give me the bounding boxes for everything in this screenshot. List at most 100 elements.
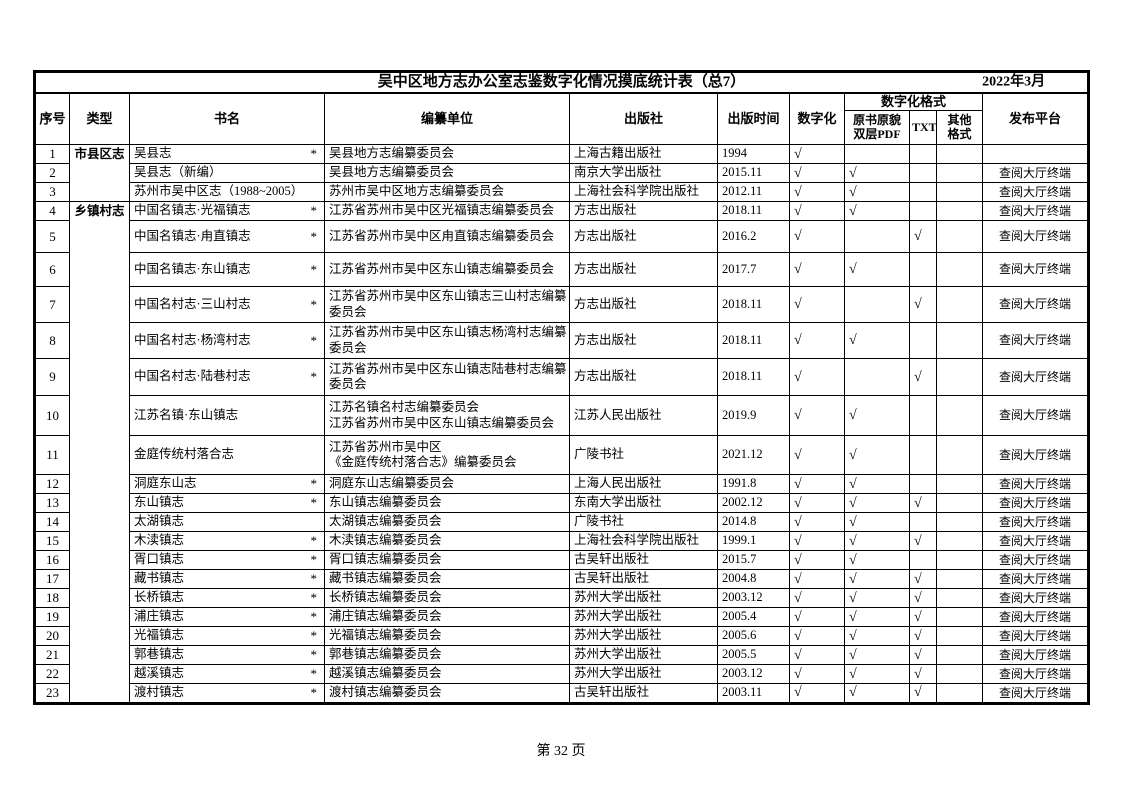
compiler-cell: 吴县地方志编纂委员会 (324, 144, 570, 165)
table-row: 16 胥口镇志 * 胥口镇志编纂委员会 古吴轩出版社 2015.7 √ √ 查阅… (34, 550, 1090, 571)
header-sub-row: 原书原貌 双层PDF TXT 其他 格式 (35, 110, 1089, 146)
compiler-cell: 吴县地方志编纂委员会 (324, 163, 570, 184)
other-format-check-cell (936, 550, 983, 571)
row-number: 9 (34, 358, 70, 397)
pub-date-cell: 2018.11 (717, 286, 790, 324)
other-format-check-cell (936, 588, 983, 609)
book-title-cell: 越溪镇志 * (129, 664, 325, 685)
table-row: 8 中国名村志·杨湾村志 * 江苏省苏州市吴中区东山镇志杨湾村志编纂委员会 方志… (34, 322, 1090, 360)
other-format-check-cell (936, 144, 983, 165)
pub-date-cell: 2019.9 (717, 395, 790, 437)
book-title-cell: 长桥镇志 * (129, 588, 325, 609)
pdf-format-check-cell: √ (844, 588, 910, 609)
table-row: 1 市县区志 吴县志 * 吴县地方志编纂委员会 上海古籍出版社 1994 √ (34, 144, 1090, 203)
digitized-check-cell: √ (789, 531, 845, 552)
publisher-cell: 方志出版社 (569, 286, 718, 324)
digitized-check-cell: √ (789, 683, 845, 704)
row-number: 5 (34, 220, 70, 254)
txt-format-check-cell: √ (909, 664, 937, 685)
book-title: 胥口镇志 (134, 552, 185, 567)
row-number: 14 (34, 512, 70, 533)
book-title-cell: 浦庄镇志 * (129, 607, 325, 628)
star-mark: * (310, 146, 318, 162)
row-number: 15 (34, 531, 70, 552)
other-format-check-cell (936, 474, 983, 495)
publisher-cell: 南京大学出版社 (569, 163, 718, 184)
star-mark: * (310, 552, 318, 568)
table-row: 21 郭巷镇志 * 郭巷镇志编纂委员会 苏州大学出版社 2005.5 √ √ √… (34, 645, 1090, 666)
book-title: 江苏名镇·东山镇志 (134, 407, 239, 422)
table-row: 3 苏州市吴中区志（1988~2005） 苏州市吴中区地方志编纂委员会 上海社会… (34, 182, 1090, 203)
book-title: 郭巷镇志 (134, 647, 185, 662)
txt-format-check-cell: √ (909, 220, 937, 254)
digitized-check-cell: √ (789, 201, 845, 222)
pub-date-cell: 2005.5 (717, 645, 790, 666)
platform-cell: 查阅大厅终端 (981, 286, 1090, 324)
txt-format-check-cell (909, 182, 937, 203)
pdf-format-check-cell: √ (844, 322, 910, 360)
header-digitized: 数字化 (789, 92, 845, 146)
digitized-check-cell: √ (789, 569, 845, 590)
platform-cell (981, 144, 1090, 165)
publisher-cell: 方志出版社 (569, 322, 718, 360)
digitized-check-cell: √ (789, 182, 845, 203)
pub-date-cell: 2012.11 (717, 182, 790, 203)
star-mark: * (310, 533, 318, 549)
platform-cell: 查阅大厅终端 (981, 182, 1090, 203)
publisher-cell: 广陵书社 (569, 512, 718, 533)
row-number: 6 (34, 252, 70, 288)
other-format-check-cell (936, 182, 983, 203)
platform-cell: 查阅大厅终端 (981, 435, 1090, 476)
table-row: 10 江苏名镇·东山镇志 江苏名镇名村志编纂委员会 江苏省苏州市吴中区东山镇志编… (34, 395, 1090, 437)
table-row: 7 中国名村志·三山村志 * 江苏省苏州市吴中区东山镇志三山村志编纂委员会 方志… (34, 286, 1090, 324)
pub-date-cell: 2021.12 (717, 435, 790, 476)
digitized-check-cell: √ (789, 474, 845, 495)
star-mark: * (310, 261, 318, 277)
pdf-format-check-cell: √ (844, 569, 910, 590)
book-title: 中国名镇志·甪直镇志 (134, 228, 251, 243)
pub-date-cell: 2018.11 (717, 201, 790, 222)
book-title-cell: 太湖镇志 (129, 512, 325, 533)
pdf-format-check-cell: √ (844, 435, 910, 476)
star-mark: * (310, 476, 318, 492)
pdf-format-check-cell: √ (844, 645, 910, 666)
table-row: 20 光福镇志 * 光福镇志编纂委员会 苏州大学出版社 2005.6 √ √ √… (34, 626, 1090, 647)
txt-format-check-cell: √ (909, 683, 937, 704)
compiler-cell: 越溪镇志编纂委员会 (324, 664, 570, 685)
row-number: 10 (34, 395, 70, 437)
row-number: 20 (34, 626, 70, 647)
publisher-cell: 古吴轩出版社 (569, 683, 718, 704)
row-number: 17 (34, 569, 70, 590)
digitized-check-cell: √ (789, 626, 845, 647)
header-type: 类型 (69, 92, 130, 146)
header-group-row: 序号 类型 书名 编纂单位 出版社 出版时间 数字化 数字化格式 发布平台 (34, 92, 1090, 146)
other-format-check-cell (936, 493, 983, 514)
row-number: 18 (34, 588, 70, 609)
row-number: 8 (34, 322, 70, 360)
platform-cell: 查阅大厅终端 (981, 550, 1090, 571)
table-row: 19 浦庄镇志 * 浦庄镇志编纂委员会 苏州大学出版社 2005.4 √ √ √… (34, 607, 1090, 628)
pub-date-cell: 2005.4 (717, 607, 790, 628)
txt-format-check-cell: √ (909, 286, 937, 324)
row-number: 7 (34, 286, 70, 324)
platform-cell: 查阅大厅终端 (981, 358, 1090, 397)
table-row: 6 中国名镇志·东山镇志 * 江苏省苏州市吴中区东山镇志编纂委员会 方志出版社 … (34, 252, 1090, 288)
pub-date-cell: 2017.7 (717, 252, 790, 288)
pub-date-cell: 2015.7 (717, 550, 790, 571)
row-number: 22 (34, 664, 70, 685)
star-mark: * (310, 684, 318, 700)
row-number: 3 (34, 182, 70, 203)
txt-format-check-cell (909, 163, 937, 184)
pdf-format-check-cell: √ (844, 531, 910, 552)
row-number: 1 (34, 144, 70, 165)
book-title: 浦庄镇志 (134, 609, 185, 624)
other-format-check-cell (936, 322, 983, 360)
compiler-cell: 江苏省苏州市吴中区东山镇志三山村志编纂委员会 (324, 286, 570, 324)
book-title-cell: 渡村镇志 * (129, 683, 325, 704)
other-format-check-cell (936, 683, 983, 704)
digitized-check-cell: √ (789, 252, 845, 288)
other-format-check-cell (936, 531, 983, 552)
pdf-format-check-cell: √ (844, 201, 910, 222)
book-title-cell: 吴县志（新编） (129, 163, 325, 184)
compiler-cell: 洞庭东山志编纂委员会 (324, 474, 570, 495)
